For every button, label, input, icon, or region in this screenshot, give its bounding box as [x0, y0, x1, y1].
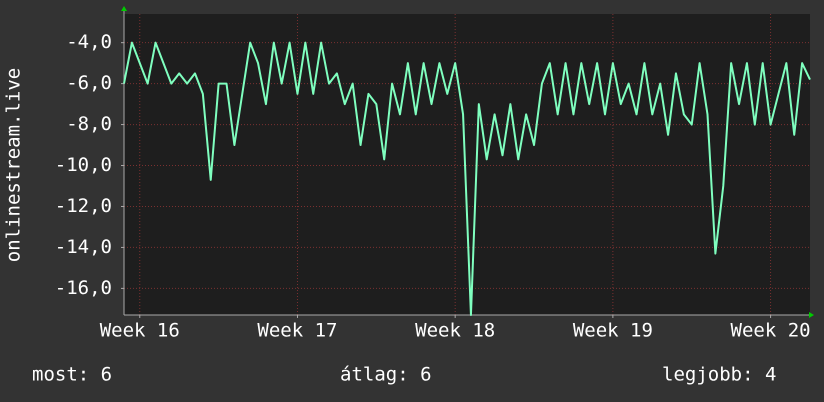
y-tick-label: -16,0 — [55, 277, 112, 299]
y-tick-label: -6,0 — [66, 72, 112, 94]
y-tick-label: -12,0 — [55, 195, 112, 217]
x-tick-label: Week 19 — [573, 320, 653, 342]
y-tick-label: -14,0 — [55, 236, 112, 258]
x-tick-label: Week 16 — [100, 320, 180, 342]
x-tick-label: Week 20 — [731, 320, 811, 342]
y-tick-label: -4,0 — [66, 31, 112, 53]
plot-area — [124, 14, 810, 315]
y-axis-label: onlinestream.live — [3, 68, 25, 262]
footer-stat: most: 6 — [32, 364, 112, 386]
axis-arrow — [121, 6, 127, 11]
x-tick-label: Week 17 — [257, 320, 337, 342]
y-tick-label: -8,0 — [66, 113, 112, 135]
footer-stat: átlag: 6 — [340, 364, 432, 386]
x-tick-label: Week 18 — [415, 320, 495, 342]
axis-arrow — [809, 312, 814, 318]
footer-stat: legjobb: 4 — [662, 364, 776, 386]
y-tick-label: -10,0 — [55, 154, 112, 176]
data-line — [123, 41, 811, 316]
